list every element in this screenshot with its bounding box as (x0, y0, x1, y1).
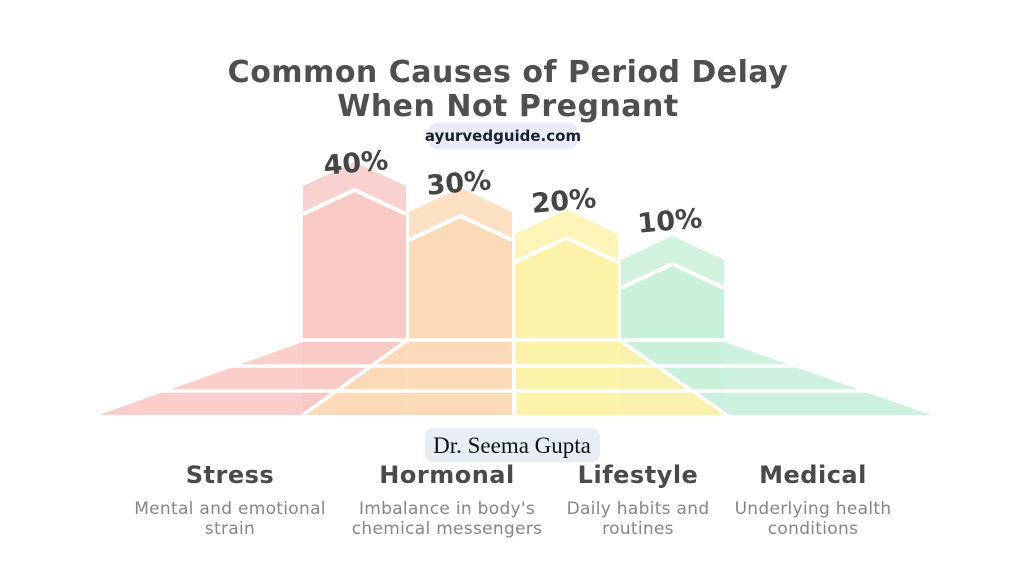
category-label-lifestyle: Lifestyle (578, 461, 699, 489)
floor-panel-medical (621, 340, 936, 415)
chart-title-line2: When Not Pregnant (337, 89, 679, 124)
category-label-stress: Stress (186, 461, 274, 489)
floor-divider-lines (93, 338, 937, 417)
chevron-stripe-stress (302, 187, 407, 216)
floor-panel-lifestyle (515, 340, 724, 415)
desc-lifestyle-line2: routines (602, 519, 674, 539)
floor-panel-stress (94, 340, 406, 415)
author-badge (425, 428, 600, 462)
author-badge-text: Dr. Seema Gupta (433, 433, 591, 458)
desc-medical-line1: Underlying health (735, 499, 892, 519)
desc-hormonal-line1: Imbalance in body's (359, 499, 535, 519)
site-badge-text: ayurvedguide.com (425, 127, 581, 145)
floor-panel-hormonal (306, 340, 512, 415)
category-label-medical: Medical (759, 461, 867, 489)
site-badge (429, 123, 577, 149)
percent-label-lifestyle: 20% (530, 183, 597, 220)
percent-label-stress: 40% (322, 145, 389, 182)
category-descriptions: Mental and emotional strain Imbalance in… (134, 499, 891, 539)
chevron-stripe-lifestyle (514, 235, 619, 264)
category-label-hormonal: Hormonal (379, 461, 514, 489)
desc-medical-line2: conditions (768, 519, 858, 539)
desc-lifestyle-line1: Daily habits and (567, 499, 710, 519)
desc-stress-line1: Mental and emotional (134, 499, 326, 519)
chevron-stripe-hormonal (408, 213, 513, 242)
floor-gridlines (161, 338, 868, 393)
percent-label-hormonal: 30% (425, 165, 492, 202)
chart-title-line1: Common Causes of Period Delay (228, 55, 789, 90)
chevron-stripe-medical (620, 261, 725, 290)
desc-stress-line2: strain (205, 519, 255, 539)
desc-hormonal-line2: chemical messengers (352, 519, 543, 539)
percent-label-medical: 10% (636, 203, 703, 240)
